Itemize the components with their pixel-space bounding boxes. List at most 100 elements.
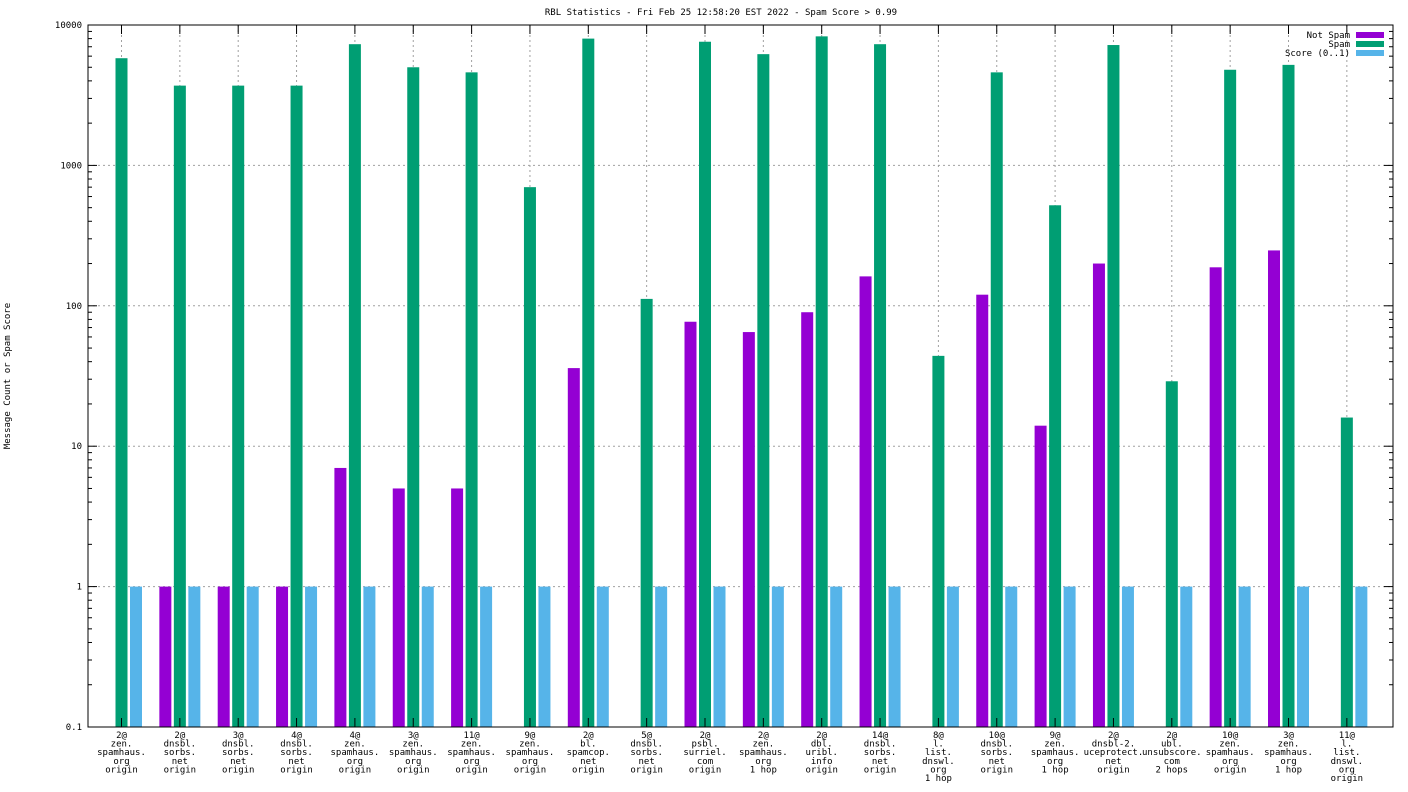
bar-spam bbox=[1224, 69, 1237, 728]
bar-not-spam bbox=[684, 321, 697, 727]
x-tick-label: 9@ zen. spamhaus. org 1 hop bbox=[1031, 731, 1080, 775]
bar-spam bbox=[874, 44, 887, 728]
bar-score bbox=[130, 586, 142, 727]
bar-spam bbox=[1107, 45, 1120, 727]
x-tick-label: 3@ zen. spamhaus. org 1 hop bbox=[1264, 731, 1313, 775]
legend-swatch bbox=[1356, 50, 1384, 56]
bar-score bbox=[538, 586, 551, 727]
bar-not-spam bbox=[1209, 267, 1222, 727]
bar-spam bbox=[1340, 417, 1353, 727]
x-tick-label: 8@ l. list. dnswl. org 1 hop bbox=[922, 731, 955, 784]
bar-score bbox=[480, 586, 493, 727]
y-tick-label: 10000 bbox=[55, 21, 82, 31]
bar-score bbox=[246, 586, 259, 727]
x-tick-label: 5@ dnsbl. sorbs. net origin bbox=[630, 731, 663, 775]
bar-not-spam bbox=[1092, 263, 1105, 727]
x-tick-label: 4@ zen. spamhaus. org origin bbox=[331, 731, 380, 775]
plot-border bbox=[87, 24, 1394, 728]
bar-score bbox=[713, 586, 726, 727]
bar-spam bbox=[1282, 64, 1295, 728]
y-tick-labels: 0.1 1 10 100 1000 10000 bbox=[55, 21, 82, 733]
x-tick-label: 4@ dnsbl. sorbs. net origin bbox=[280, 731, 313, 775]
bar-spam bbox=[348, 44, 361, 728]
bar-spam bbox=[582, 38, 595, 728]
y-tick-label: 1 bbox=[77, 583, 82, 593]
x-tick-label: 2@ bl. spamcop. net origin bbox=[567, 731, 610, 775]
x-tick-label: 10@ dnsbl. sorbs. net origin bbox=[980, 731, 1013, 775]
bar-spam bbox=[232, 85, 245, 727]
bar-spam bbox=[815, 36, 828, 727]
x-tick-label: 10@ zen. spamhaus. org origin bbox=[1206, 731, 1255, 775]
bar-score bbox=[888, 586, 901, 727]
bar-score bbox=[1297, 586, 1309, 727]
bar-not-spam bbox=[334, 467, 347, 727]
bar-score bbox=[363, 586, 376, 727]
bar-spam bbox=[757, 54, 770, 728]
bar-score bbox=[1121, 586, 1134, 727]
bar-not-spam bbox=[859, 276, 872, 727]
bar-spam bbox=[932, 355, 945, 727]
axes bbox=[87, 24, 1394, 728]
x-tick-label: 3@ zen. spamhaus. org origin bbox=[389, 731, 438, 775]
bar-not-spam bbox=[742, 332, 755, 727]
bar-not-spam bbox=[1034, 425, 1047, 727]
legend-label: Spam bbox=[1328, 40, 1350, 50]
legend-swatch bbox=[1356, 32, 1384, 38]
y-tick-label: 1000 bbox=[60, 161, 82, 171]
x-tick-label: 2@ dnsbl. sorbs. net origin bbox=[164, 731, 197, 775]
bar-not-spam bbox=[159, 586, 172, 727]
x-tick-label: 11@ l. list. dnswl. org origin bbox=[1331, 731, 1364, 784]
bar-spam bbox=[465, 72, 478, 727]
x-tick-label: 2@ zen. spamhaus. org origin bbox=[97, 731, 146, 775]
bar-score bbox=[1005, 586, 1018, 727]
bar-score bbox=[1180, 586, 1193, 727]
bar-not-spam bbox=[801, 312, 814, 727]
legend-swatch bbox=[1356, 41, 1384, 47]
bar-not-spam bbox=[451, 488, 464, 727]
x-tick-label: 2@ ubl. unsubscore. com 2 hops bbox=[1142, 731, 1202, 775]
x-tick-label: 2@ dbl. uribl. info origin bbox=[805, 731, 838, 775]
bar-score bbox=[946, 586, 959, 727]
bar-score bbox=[655, 586, 668, 727]
bar-spam bbox=[990, 72, 1003, 727]
bar-spam bbox=[173, 85, 186, 727]
bar-score bbox=[188, 586, 201, 727]
bar-not-spam bbox=[392, 488, 405, 727]
y-tick-label: 0.1 bbox=[66, 723, 82, 733]
bar-not-spam bbox=[276, 586, 289, 727]
bar-score bbox=[1355, 586, 1368, 727]
bar-spam bbox=[1049, 205, 1062, 727]
bar-score bbox=[421, 586, 434, 727]
chart-title: RBL Statistics - Fri Feb 25 12:58:20 EST… bbox=[545, 8, 897, 18]
bar-not-spam bbox=[567, 368, 580, 727]
bar-spam bbox=[523, 187, 536, 727]
x-tick-label: 2@ dnsbl-2. uceprotect. net origin bbox=[1084, 731, 1144, 775]
bar-score bbox=[1063, 586, 1076, 727]
y-axis-label: Message Count or Spam Score bbox=[3, 303, 13, 449]
bar-not-spam bbox=[217, 586, 230, 727]
bar-not-spam bbox=[1268, 250, 1280, 727]
x-tick-label: 9@ zen. spamhaus. org origin bbox=[506, 731, 555, 775]
bar-score bbox=[830, 586, 843, 727]
legend-label: Not Spam bbox=[1307, 31, 1350, 41]
bar-spam bbox=[640, 298, 653, 727]
bar-spam bbox=[699, 41, 711, 728]
bar-score bbox=[596, 586, 609, 727]
x-tick-labels: 2@ zen. spamhaus. org origin 2@ dnsbl. sorbs. ne… bbox=[97, 731, 1363, 784]
legend-label: Score (0..1) bbox=[1285, 49, 1350, 59]
x-tick-label: 11@ zen. spamhaus. org origin bbox=[447, 731, 496, 775]
y-tick-label: 10 bbox=[71, 442, 82, 452]
y-tick-label: 100 bbox=[66, 302, 82, 312]
bar-score bbox=[1238, 586, 1251, 727]
bar-spam bbox=[115, 58, 128, 727]
x-tick-label: 14@ dnsbl. sorbs. net origin bbox=[864, 731, 897, 775]
bar-score bbox=[771, 586, 784, 727]
x-tick-label: 2@ zen. spamhaus. org 1 hop bbox=[739, 731, 788, 775]
x-tick-label: 2@ psbl. surriel. com origin bbox=[683, 731, 726, 775]
bar-not-spam bbox=[976, 294, 989, 727]
bars bbox=[115, 36, 1368, 728]
bar-spam bbox=[1165, 381, 1178, 727]
bar-spam bbox=[407, 67, 420, 728]
